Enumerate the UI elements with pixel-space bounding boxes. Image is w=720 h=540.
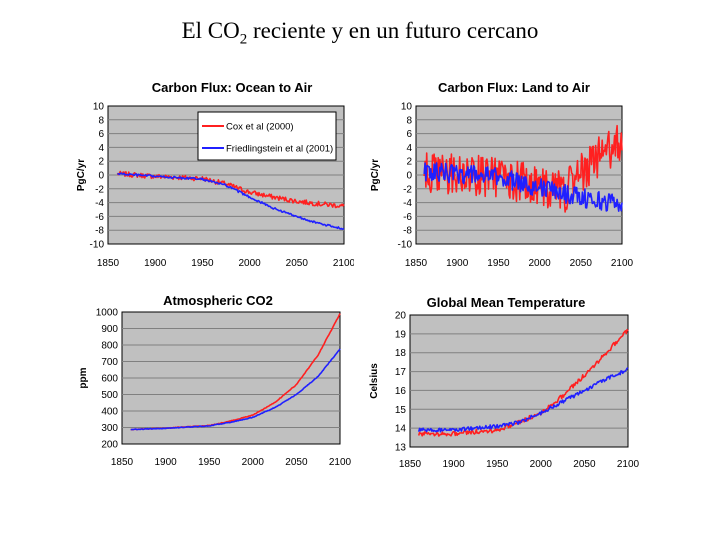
y-tick-label: 17 [395,367,407,378]
x-tick-label: 2100 [611,258,634,269]
panel-atmospheric-co2: Atmospheric CO2 200 300 400 500 600 700 800 900 1… [72,285,354,479]
y-tick-label: 0 [406,171,412,182]
page-title: El CO2 reciente y en un futuro cercano [0,18,720,49]
y-tick-label: 4 [406,143,412,154]
x-tick-label: 2000 [242,457,265,468]
legend-entry: Cox et al (2000) [226,122,294,133]
y-tick-label: 13 [395,443,407,454]
x-tick-label: 1950 [198,457,221,468]
y-tick-label: 18 [395,348,407,359]
x-tick-label: 2000 [238,258,261,269]
page-title-subscript: 2 [239,31,248,48]
y-tick-label: 0 [98,171,104,182]
x-tick-label: 2100 [329,457,352,468]
panel-global-temperature: Global Mean Temperature 13 14 15 16 17 18 19 20 1… [366,285,648,479]
chart-global-mean-temperature: Global Mean Temperature 13 14 15 16 17 18 19 20 1… [369,295,640,470]
y-tick-label: 10 [93,102,105,113]
y-tick-label: 8 [406,115,412,126]
chart-ocean-to-air: Carbon Flux: Ocean to Air -10 -8 -6 -4 -2 0 2 4 6… [76,80,356,269]
y-tick-label: -8 [403,226,412,237]
y-tick-label: 300 [101,423,118,434]
panel-ocean-flux: Carbon Flux: Ocean to Air -10 -8 -6 -4 -2 0 2 4 6… [72,70,356,278]
y-tick-label: 500 [101,390,118,401]
legend-box [197,111,337,161]
page-title-pre: El CO [181,18,240,43]
y-tick-label: 4 [98,143,104,154]
y-tick-label: 2 [98,157,104,168]
x-tick-label: 1900 [144,258,167,269]
y-tick-label: 900 [101,324,118,335]
x-tick-label: 2100 [617,459,640,470]
y-tick-label: -4 [95,198,104,209]
x-tick-label: 1950 [191,258,214,269]
y-tick-label: 16 [395,386,407,397]
y-tick-label: 600 [101,374,118,385]
y-tick-label: -10 [90,240,105,251]
y-tick-label: 8 [98,115,104,126]
y-tick-label: -2 [403,184,412,195]
x-tick-label: 1900 [442,459,465,470]
x-tick-label: 1900 [446,258,469,269]
x-tick-label: 2050 [286,258,309,269]
legend-entry: Friedlingstein et al (2001) [226,144,333,155]
y-tick-label: 6 [98,129,104,140]
chart-land-to-air: Carbon Flux: Land to Air -10 -8 -6 -4 -2 0 2 4 6 8… [370,80,634,269]
y-tick-label: -2 [95,184,104,195]
x-tick-label: 1950 [487,258,510,269]
y-tick-label: -6 [95,212,104,223]
chart-atmospheric-co2: Atmospheric CO2 200 300 400 500 600 700 800 900 1… [78,293,352,468]
x-tick-label: 2100 [333,258,354,269]
y-tick-label: 200 [101,440,118,451]
y-tick-label: 2 [406,157,412,168]
y-tick-label: -6 [403,212,412,223]
chart-title: Global Mean Temperature [427,295,586,310]
series-line [130,348,341,431]
x-tick-label: 2050 [570,258,593,269]
chart-title: Carbon Flux: Ocean to Air [152,80,313,95]
series-line [423,162,623,212]
x-tick-label: 2000 [528,258,551,269]
x-tick-label: 1950 [486,459,509,470]
x-tick-label: 1850 [111,457,134,468]
y-tick-label: 10 [401,102,413,113]
x-tick-label: 2050 [573,459,596,470]
series-line [417,367,629,433]
page-title-post: reciente y en un futuro cercano [247,18,539,43]
series-line [117,172,345,230]
x-tick-label: 1850 [399,459,422,470]
x-tick-label: 1850 [405,258,428,269]
y-tick-label: 700 [101,357,118,368]
x-tick-label: 1850 [97,258,120,269]
x-tick-label: 2000 [530,459,553,470]
y-tick-label: -10 [398,240,413,251]
y-axis-label: Celsius [369,363,380,399]
y-tick-label: 6 [406,129,412,140]
chart-title: Atmospheric CO2 [163,293,273,308]
y-tick-label: 19 [395,329,407,340]
y-axis-label: ppm [78,367,89,388]
x-tick-label: 2050 [285,457,308,468]
plot-area [409,314,629,448]
panel-land-flux: Carbon Flux: Land to Air -10 -8 -6 -4 -2 0 2 4 6 8… [366,70,648,278]
chart-title: Carbon Flux: Land to Air [438,80,590,95]
y-tick-label: 15 [395,405,407,416]
y-tick-label: -4 [403,198,412,209]
y-tick-label: 20 [395,311,407,322]
y-tick-label: 1000 [96,308,119,319]
x-tick-label: 1900 [154,457,177,468]
y-tick-label: 400 [101,407,118,418]
y-axis-label: PgC/yr [76,159,87,191]
y-axis-label: PgC/yr [370,159,381,191]
y-tick-label: 800 [101,341,118,352]
y-tick-label: 14 [395,424,407,435]
y-tick-label: -8 [95,226,104,237]
